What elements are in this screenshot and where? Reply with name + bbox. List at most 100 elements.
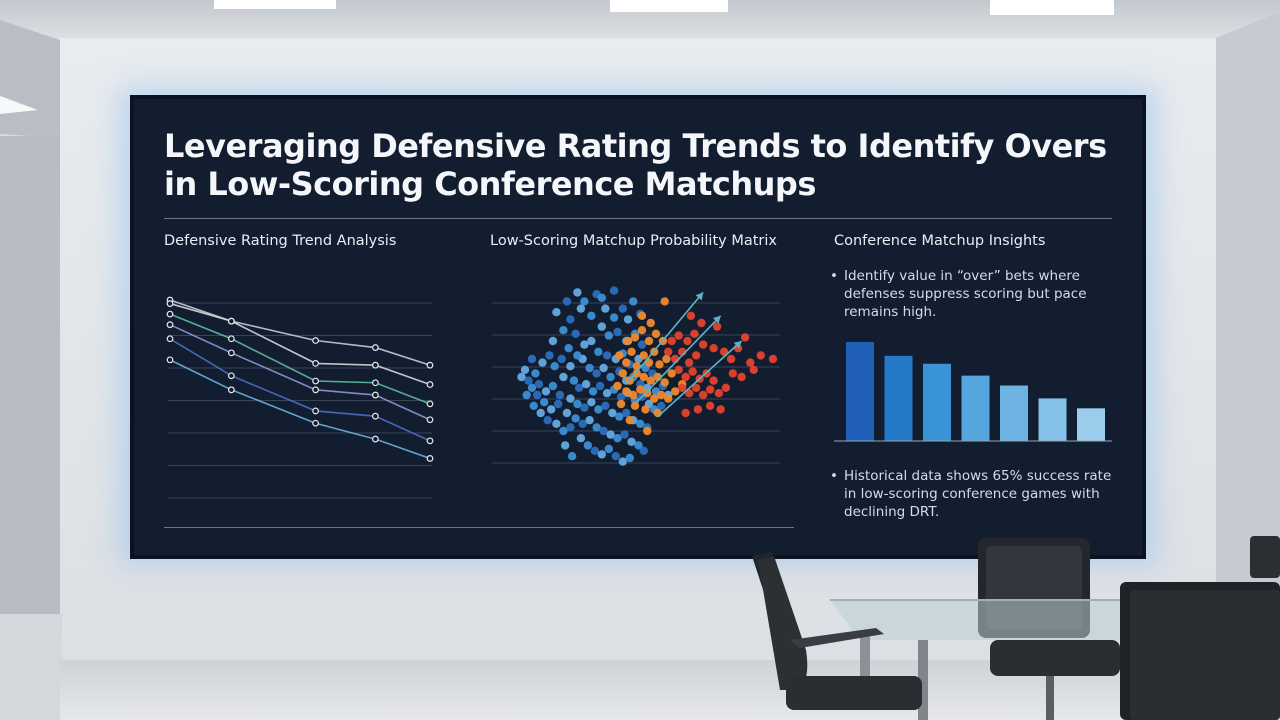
scatter-point xyxy=(749,365,758,374)
scatter-point xyxy=(601,304,610,313)
scatter-point xyxy=(527,354,537,364)
scatter-point xyxy=(555,390,565,400)
insight-bar xyxy=(1038,398,1067,441)
scatter-point xyxy=(606,430,615,439)
scatter-point xyxy=(622,358,631,367)
trend-data-point xyxy=(426,400,434,408)
scatter-point xyxy=(697,318,706,328)
scatter-point xyxy=(609,313,619,322)
scatter-point xyxy=(597,322,607,331)
scatter-point xyxy=(705,385,715,394)
scatter-point xyxy=(559,326,568,335)
scatter-point xyxy=(587,311,596,320)
insights-heading: Conference Matchup Insights xyxy=(834,233,1046,249)
scatter-point xyxy=(618,304,627,313)
scatter-point xyxy=(698,340,708,349)
trend-data-point xyxy=(371,435,379,443)
scatter-point xyxy=(712,322,722,331)
table-leg xyxy=(918,640,928,720)
scatter-point xyxy=(531,369,540,378)
scatter-point xyxy=(566,423,575,432)
scatter-point xyxy=(611,452,621,461)
trend-data-point xyxy=(312,419,320,427)
scatter-point xyxy=(597,293,607,302)
scatter-point xyxy=(639,351,648,360)
scatter-point xyxy=(674,365,683,374)
insight-bullet-2: Historical data shows 65% success rate i… xyxy=(830,467,1114,521)
scatter-point xyxy=(604,331,614,340)
insight-bar xyxy=(846,341,874,441)
scatter-point xyxy=(594,347,603,356)
chair-stem xyxy=(1046,676,1054,720)
scatter-point xyxy=(595,381,605,391)
trend-arrow-head xyxy=(712,315,721,324)
scatter-point xyxy=(622,387,631,396)
scatter-point xyxy=(726,354,736,364)
scatter-point xyxy=(597,450,607,459)
chair-seat xyxy=(786,676,922,710)
trend-data-point xyxy=(426,437,434,445)
scatter-point xyxy=(541,387,551,396)
scatter-point xyxy=(562,297,572,306)
scatter-point xyxy=(592,423,601,432)
scatter-point xyxy=(716,405,725,414)
scatter-point xyxy=(564,344,573,353)
trend-data-point xyxy=(166,310,174,318)
scatter-point xyxy=(691,383,701,392)
trend-data-point xyxy=(227,386,235,394)
trend-arrow xyxy=(657,340,743,418)
scatter-point xyxy=(684,358,694,367)
title-divider xyxy=(164,218,1112,219)
office-chair xyxy=(1250,536,1280,578)
scatter-point xyxy=(639,446,648,455)
insight-bar xyxy=(884,355,913,441)
scatter-point xyxy=(602,389,612,398)
scatter-point xyxy=(592,369,601,378)
scatter-point xyxy=(599,363,608,373)
trend-data-point xyxy=(312,377,320,385)
scatter-point xyxy=(576,434,586,443)
left-side-wall xyxy=(0,136,60,614)
scatter-point xyxy=(569,376,579,385)
scatter-point xyxy=(552,419,561,428)
scatter-point xyxy=(585,416,594,425)
scatter-point xyxy=(681,408,690,418)
scatter-point xyxy=(520,365,530,374)
scatter-point xyxy=(632,369,641,378)
slide-title-line-2: in Low-Scoring Conference Matchups xyxy=(164,165,816,203)
bottom-divider xyxy=(164,527,794,528)
scatter-point xyxy=(728,369,738,378)
scatter-point xyxy=(660,297,669,306)
scatter-point xyxy=(581,380,591,389)
scatter-point xyxy=(588,387,598,396)
trend-chart-heading: Defensive Rating Trend Analysis xyxy=(164,233,397,249)
scatter-point xyxy=(660,378,669,387)
scatter-point xyxy=(538,358,547,367)
scatter-point xyxy=(571,329,580,338)
scatter-point xyxy=(657,390,666,400)
trend-data-point xyxy=(227,349,235,357)
scatter-point xyxy=(576,304,586,313)
scatter-point xyxy=(620,430,629,439)
scatter-point xyxy=(664,347,673,356)
scatter-point xyxy=(705,401,715,410)
ceiling-light xyxy=(0,96,38,114)
scatter-point xyxy=(557,354,566,364)
matrix-chart-heading: Low-Scoring Matchup Probability Matrix xyxy=(490,233,777,249)
scatter-point xyxy=(627,347,636,356)
scatter-point xyxy=(634,441,643,450)
slide-title: Leveraging Defensive Rating Trends to Id… xyxy=(164,127,1114,203)
scatter-point xyxy=(552,308,561,317)
ceiling-light xyxy=(610,0,728,12)
scatter-point xyxy=(583,441,593,450)
insight-bullet-1: Identify value in “over” bets where defe… xyxy=(830,267,1114,321)
scatter-point xyxy=(746,358,755,367)
scatter-point xyxy=(566,315,575,324)
scatter-point xyxy=(615,412,624,421)
scatter-point xyxy=(641,405,650,414)
scatter-point xyxy=(644,336,654,346)
chair-back-cushion xyxy=(1130,590,1280,720)
scatter-point xyxy=(627,437,636,446)
trend-data-point xyxy=(166,335,174,343)
scatter-point xyxy=(681,372,690,382)
